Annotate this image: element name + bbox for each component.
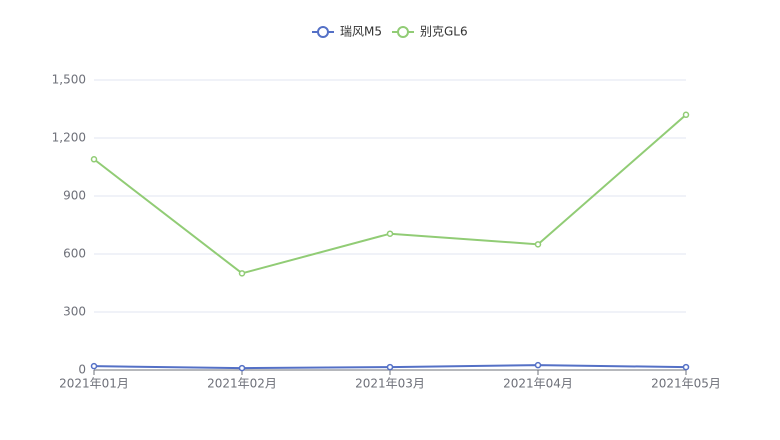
- point: [682, 363, 690, 371]
- point: [682, 111, 690, 119]
- legend-icon[interactable]: [397, 26, 409, 38]
- y-tick-label: 1,200: [52, 131, 86, 145]
- point: [238, 270, 246, 277]
- x-tick-label: 2021年03月: [355, 377, 425, 391]
- y-tick-label: 1,500: [52, 73, 86, 87]
- y-tick-label: 0: [78, 363, 86, 377]
- point: [534, 241, 542, 248]
- y-tick-label: 600: [63, 247, 86, 261]
- point: [386, 363, 394, 371]
- point: [90, 362, 98, 370]
- series-line: [93, 114, 687, 275]
- x-tick-label: 2021年01月: [59, 377, 129, 391]
- x-tick-label: 2021年02月: [207, 377, 277, 391]
- x-tick-label: 2021年05月: [651, 377, 721, 391]
- point: [238, 364, 246, 372]
- legend-text[interactable]: 瑞风M5: [340, 25, 382, 39]
- legend-icon[interactable]: [317, 26, 329, 38]
- point: [90, 156, 98, 163]
- point: [534, 361, 542, 369]
- y-tick-label: 900: [63, 189, 86, 203]
- point: [386, 230, 394, 237]
- x-tick-label: 2021年04月: [503, 377, 573, 391]
- legend-text[interactable]: 别克GL6: [420, 25, 468, 39]
- y-tick-label: 300: [63, 305, 86, 319]
